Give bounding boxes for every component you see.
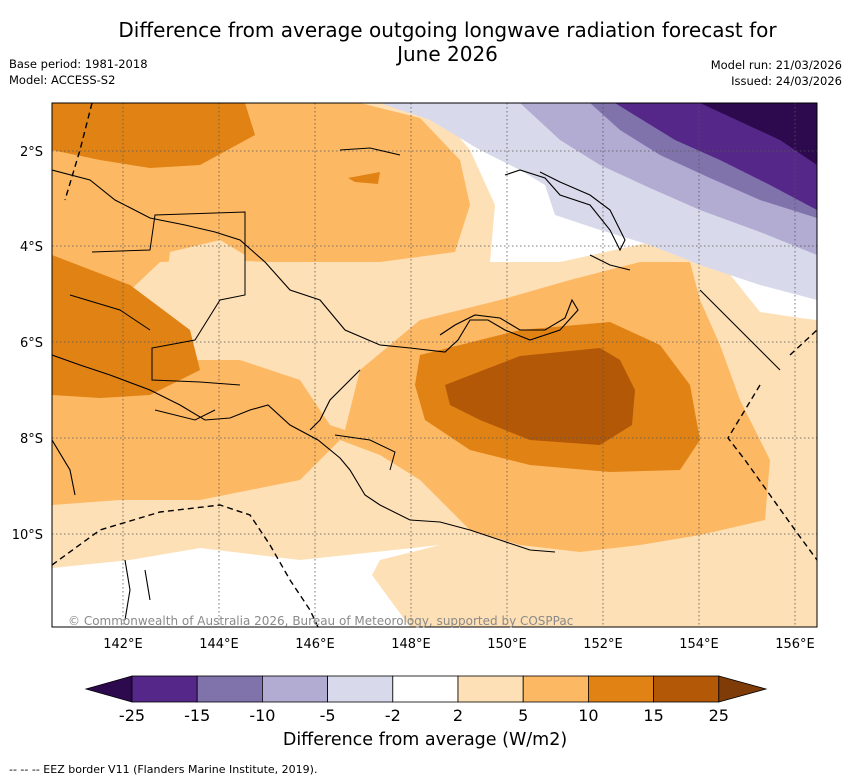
colorbar-tick-label: -25 bbox=[119, 706, 145, 725]
gulf-coast bbox=[309, 369, 361, 431]
province-border-a bbox=[91, 211, 246, 386]
colorbar-tick-label: -15 bbox=[184, 706, 210, 725]
new-guinea-north-coast bbox=[52, 169, 579, 353]
field-below-minus25 bbox=[700, 103, 817, 165]
colorbar-label: Difference from average (W/m2) bbox=[282, 730, 568, 750]
colorbar-tick-label: 5 bbox=[518, 706, 528, 725]
lon-label-146e: 146°E bbox=[295, 637, 335, 652]
lon-label-154e: 154°E bbox=[679, 637, 719, 652]
lon-label-156e: 156°E bbox=[775, 637, 815, 652]
model-name: Model: ACCESS-S2 bbox=[9, 73, 116, 87]
new-britain-coast bbox=[504, 169, 626, 252]
field-2-5-inner bbox=[165, 240, 245, 300]
lon-label-142e: 142°E bbox=[103, 637, 143, 652]
eez-border-south bbox=[52, 504, 319, 627]
colorbar-tick-label: 2 bbox=[453, 706, 463, 725]
province-borders bbox=[69, 211, 396, 471]
colorbar-extend-low bbox=[84, 675, 133, 703]
title-line-1: Difference from average outgoing longwav… bbox=[118, 18, 777, 42]
model-run: Model run: 21/03/2026 bbox=[710, 58, 842, 72]
lat-label-10s: 10°S bbox=[12, 528, 43, 543]
colorbar-extend-high bbox=[718, 675, 768, 703]
colorbar-tick-label: -2 bbox=[385, 706, 401, 725]
colorbar-segment bbox=[392, 675, 459, 703]
lat-label-2s: 2°S bbox=[20, 145, 43, 160]
eez-border-north bbox=[64, 103, 93, 201]
eez-borders bbox=[52, 103, 817, 627]
lat-label-6s: 6°S bbox=[20, 336, 43, 351]
lon-label-150e: 150°E bbox=[487, 637, 527, 652]
chart-title: Difference from average outgoing longwav… bbox=[0, 18, 850, 66]
colorbar-segment bbox=[588, 675, 655, 703]
new-guinea-south-coast bbox=[52, 354, 556, 553]
lat-label-4s: 4°S bbox=[20, 240, 43, 255]
eez-border-northeast bbox=[789, 329, 817, 356]
lat-label-8s: 8°S bbox=[20, 432, 43, 447]
colorbar: -25 -15 -10 -5 -2 2 5 10 15 25 bbox=[84, 675, 768, 725]
issued-date: Issued: 24/03/2026 bbox=[731, 74, 842, 88]
lon-label-144e: 144°E bbox=[199, 637, 239, 652]
field-10-15-small bbox=[348, 172, 380, 184]
copyright-notice: © Commonwealth of Australia 2026, Bureau… bbox=[68, 614, 574, 628]
new-ireland-coast bbox=[589, 254, 631, 271]
field-15-25 bbox=[445, 348, 635, 445]
eez-border-east bbox=[727, 384, 817, 561]
province-border-b bbox=[69, 294, 151, 331]
meta-left: Base period: 1981-2018 Model: ACCESS-S2 bbox=[9, 56, 148, 88]
cape-york-coast bbox=[124, 559, 151, 621]
colorbar-tick-label: 25 bbox=[709, 706, 729, 725]
southwest-coast bbox=[52, 439, 76, 496]
colorbar-segment bbox=[327, 675, 394, 703]
field-10-15-west bbox=[52, 255, 200, 398]
title-line-2: June 2026 bbox=[397, 42, 498, 66]
eez-footnote: -- -- -- EEZ border V11 (Flanders Marine… bbox=[9, 763, 318, 776]
province-border-d bbox=[334, 434, 396, 471]
colorbar-segment bbox=[261, 675, 328, 703]
bougainville-coast bbox=[699, 289, 781, 371]
colorbar-segment bbox=[653, 675, 720, 703]
colorbar-tick-label: -5 bbox=[320, 706, 336, 725]
map-frame bbox=[51, 102, 818, 628]
colorbar-segment bbox=[131, 675, 198, 703]
colorbar-segment bbox=[196, 675, 263, 703]
graticule bbox=[52, 103, 817, 627]
colorbar-tick-label: 10 bbox=[578, 706, 598, 725]
coastlines bbox=[52, 147, 781, 621]
colorbar-segment bbox=[522, 675, 589, 703]
colorbar-tick-label: -10 bbox=[249, 706, 275, 725]
base-period: Base period: 1981-2018 bbox=[9, 57, 148, 71]
meta-right: Model run: 21/03/2026 Issued: 24/03/2026 bbox=[711, 57, 842, 89]
colorbar-tick-label: 15 bbox=[643, 706, 663, 725]
colorbar-segment bbox=[457, 675, 524, 703]
lon-label-148e: 148°E bbox=[391, 637, 431, 652]
anomaly-fields bbox=[52, 103, 817, 627]
manus-coast bbox=[339, 147, 401, 156]
lon-label-152e: 152°E bbox=[583, 637, 623, 652]
province-border-c bbox=[154, 409, 216, 421]
field-10-15-north bbox=[52, 103, 255, 168]
